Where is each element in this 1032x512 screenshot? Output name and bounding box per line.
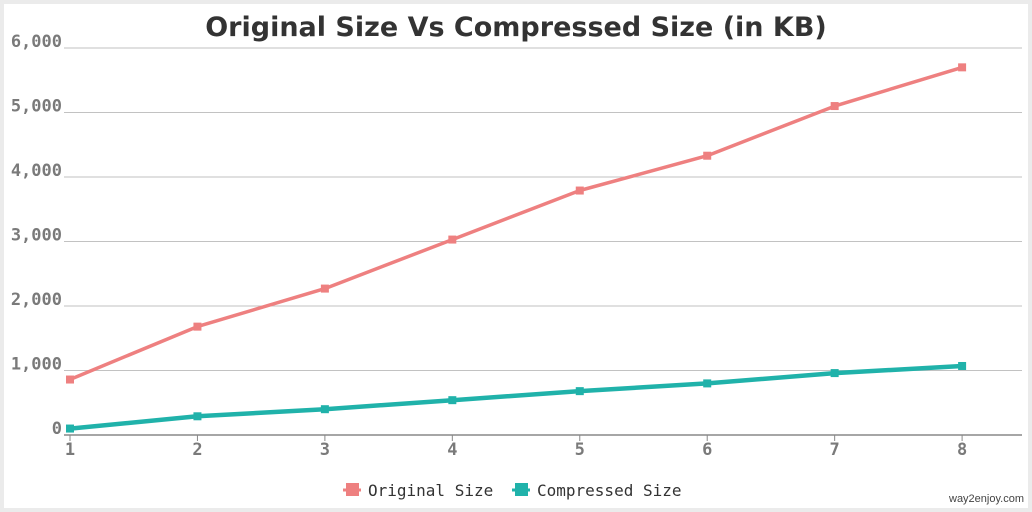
series-line-original-size	[69, 65, 963, 382]
data-point-marker[interactable]	[320, 284, 329, 293]
legend-label: Original Size	[368, 481, 493, 500]
series-lines	[66, 63, 967, 433]
legend-swatch-icon	[346, 483, 359, 496]
axes: 0 1,000 2,000 3,000 4,000 5,000 6,000 1 2 3 4 5 6 7 8	[11, 32, 967, 460]
data-point-marker[interactable]	[703, 151, 712, 160]
data-point-marker[interactable]	[958, 361, 967, 370]
data-point-marker[interactable]	[448, 235, 457, 244]
data-point-marker[interactable]	[193, 412, 202, 421]
x-tick-label: 8	[957, 440, 967, 460]
data-point-marker[interactable]	[193, 322, 202, 331]
y-tick-label: 4,000	[11, 161, 62, 181]
legend-swatch-icon	[515, 483, 528, 496]
legend-label: Compressed Size	[537, 481, 682, 500]
data-point-marker[interactable]	[66, 375, 74, 384]
x-tick-label: 5	[575, 440, 585, 460]
data-point-marker[interactable]	[703, 379, 712, 388]
credit-label[interactable]: way2enjoy.com	[948, 493, 1024, 505]
y-tick-label: 5,000	[11, 97, 62, 117]
line-chart: Original Size Vs Compressed Size (in KB)…	[11, 12, 1024, 505]
data-point-marker[interactable]	[448, 396, 457, 405]
y-tick-label: 2,000	[11, 290, 62, 310]
data-point-marker[interactable]	[320, 405, 329, 414]
x-tick-label: 2	[192, 440, 202, 460]
x-tick-label: 1	[65, 440, 75, 460]
legend-item-original-size[interactable]: Original Size	[343, 481, 493, 500]
data-point-marker[interactable]	[66, 424, 74, 433]
grid-lines	[64, 47, 1022, 436]
y-tick-label: 3,000	[11, 226, 62, 246]
x-tick-label: 6	[702, 440, 712, 460]
data-point-marker[interactable]	[575, 387, 584, 396]
data-point-marker[interactable]	[958, 63, 967, 72]
x-tick-label: 3	[320, 440, 330, 460]
chart-title: Original Size Vs Compressed Size (in KB)	[205, 12, 827, 43]
legend[interactable]: Original Size Compressed Size	[343, 481, 682, 500]
data-point-marker[interactable]	[830, 102, 839, 111]
y-tick-label: 6,000	[11, 32, 62, 52]
y-tick-label: 0	[52, 419, 62, 439]
x-tick-label: 4	[447, 440, 457, 460]
data-point-marker[interactable]	[830, 369, 839, 378]
legend-item-compressed-size[interactable]: Compressed Size	[512, 481, 682, 500]
chart-panel: Original Size Vs Compressed Size (in KB)…	[4, 4, 1028, 508]
y-tick-label: 1,000	[11, 355, 62, 375]
series-line-compressed-size	[69, 363, 963, 431]
x-tick-label: 7	[830, 440, 840, 460]
data-point-marker[interactable]	[575, 186, 584, 195]
